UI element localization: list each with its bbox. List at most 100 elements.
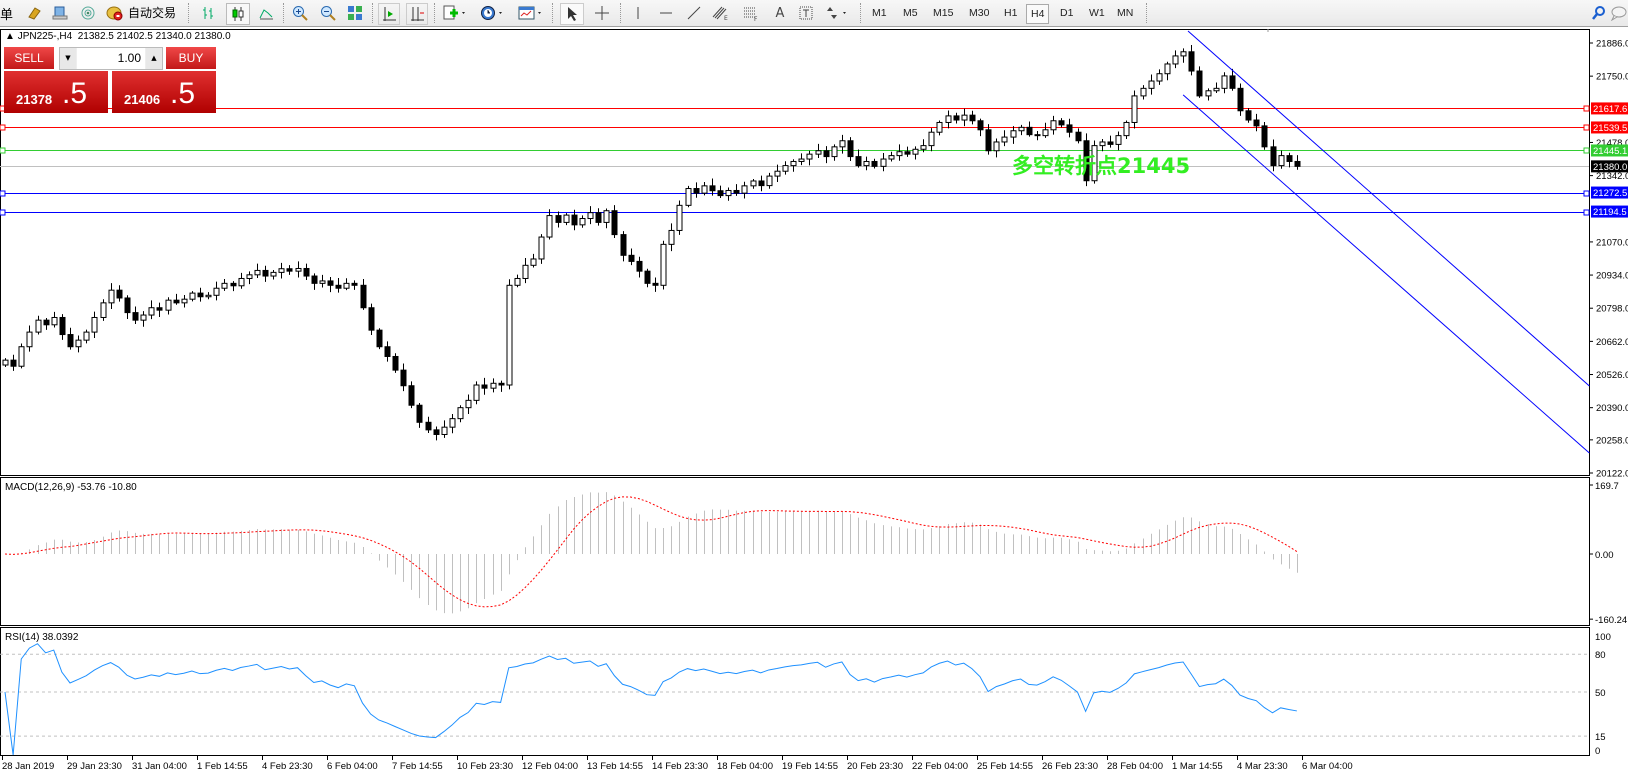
time-tick-label: 19 Feb 14:55 xyxy=(782,761,838,772)
rsi-label: RSI(14) 38.0392 xyxy=(5,632,79,643)
crosshair-icon[interactable] xyxy=(592,3,612,23)
buy-button[interactable]: BUY xyxy=(166,47,216,69)
signals-icon[interactable] xyxy=(78,3,98,23)
bull-candle xyxy=(238,277,245,287)
bull-candle xyxy=(91,316,98,333)
bull-candle xyxy=(1172,55,1179,65)
bull-candle xyxy=(319,280,326,284)
toolbar-separator xyxy=(372,3,374,23)
bear-candle xyxy=(43,319,50,326)
timeframe-m1[interactable]: M1 xyxy=(872,7,887,19)
trend-channel-line[interactable] xyxy=(1187,30,1590,387)
buy-price-button[interactable]: 21406 .5 xyxy=(112,71,216,113)
fibonacci-icon[interactable]: F xyxy=(740,3,762,23)
macd-label: MACD(12,26,9) -53.76 -10.80 xyxy=(5,482,137,493)
bull-candle xyxy=(26,331,33,348)
line-anchor-right[interactable] xyxy=(1583,105,1590,112)
bear-candle xyxy=(303,267,310,277)
line-anchor-right[interactable] xyxy=(1583,209,1590,216)
bull-candle xyxy=(1131,95,1138,123)
sell-price-button[interactable]: 21378 .5 xyxy=(4,71,108,113)
timeframe-w1[interactable]: W1 xyxy=(1089,7,1105,19)
line-anchor-left[interactable] xyxy=(0,147,6,154)
bull-candle xyxy=(295,267,302,272)
line-anchor-left[interactable] xyxy=(0,209,6,216)
indicators-icon[interactable] xyxy=(440,3,470,23)
market-watch-icon[interactable] xyxy=(24,3,44,23)
sell-button[interactable]: SELL xyxy=(4,47,54,69)
bull-candle xyxy=(945,115,952,123)
chart-shift-icon[interactable] xyxy=(406,3,428,25)
templates-icon[interactable] xyxy=(516,3,546,23)
bull-candle xyxy=(1205,90,1212,97)
price-line-label-bg xyxy=(1591,160,1628,173)
timeframe-m30[interactable]: M30 xyxy=(969,7,990,19)
equidistant-channel-icon[interactable]: E xyxy=(710,3,732,23)
timeframe-h1[interactable]: H1 xyxy=(1004,7,1018,19)
lot-size-input[interactable]: 1.00 xyxy=(77,48,145,69)
bull-candle xyxy=(181,298,188,304)
zoom-in-icon[interactable] xyxy=(290,3,310,23)
bull-candle xyxy=(148,307,155,316)
lot-size-field[interactable]: ▼ 1.00 ▲ xyxy=(59,47,163,70)
bear-candle xyxy=(384,346,391,357)
bear-candle xyxy=(871,160,878,167)
time-tick-label: 6 Mar 04:00 xyxy=(1302,761,1353,772)
autoscroll-icon[interactable] xyxy=(378,3,400,25)
price-tick-label: 20390.0 xyxy=(1596,403,1628,414)
bull-candle xyxy=(108,289,115,304)
vertical-line-icon[interactable] xyxy=(628,3,648,23)
line-anchor-left[interactable] xyxy=(0,190,6,197)
macd-panel[interactable] xyxy=(0,477,1590,626)
trend-channel-line[interactable] xyxy=(1182,94,1590,454)
lot-decrease-button[interactable]: ▼ xyxy=(60,48,76,69)
search-icon[interactable] xyxy=(1590,3,1608,23)
line-anchor-left[interactable] xyxy=(0,124,6,131)
line-anchor-right[interactable] xyxy=(1583,190,1590,197)
bar-chart-icon[interactable] xyxy=(198,3,218,23)
candlestick-icon[interactable] xyxy=(226,3,250,25)
text-icon[interactable]: A xyxy=(775,5,785,21)
bear-candle xyxy=(595,212,602,223)
arrows-icon[interactable] xyxy=(822,3,852,23)
timeframe-h4[interactable]: H4 xyxy=(1026,4,1050,24)
time-tick-label: 4 Mar 23:30 xyxy=(1237,761,1288,772)
text-label-icon[interactable] xyxy=(796,3,816,23)
toolbar-separator xyxy=(188,3,190,23)
svg-text:F: F xyxy=(754,16,758,21)
bull-candle xyxy=(928,131,935,147)
triangle-up-icon[interactable]: ▲ xyxy=(5,31,18,42)
bull-candle xyxy=(1180,51,1187,57)
time-tick-label: 26 Feb 23:30 xyxy=(1042,761,1098,772)
time-tick-label: 13 Feb 14:55 xyxy=(587,761,643,772)
timeframe-m5[interactable]: M5 xyxy=(903,7,918,19)
timeframe-mn[interactable]: MN xyxy=(1117,7,1134,19)
timeframe-d1[interactable]: D1 xyxy=(1060,7,1074,19)
line-anchor-right[interactable] xyxy=(1583,124,1590,131)
toolbar-separator xyxy=(552,3,554,23)
horizontal-line-icon[interactable] xyxy=(656,3,676,23)
line-chart-icon[interactable] xyxy=(256,3,276,23)
chat-icon[interactable] xyxy=(1610,3,1628,23)
bear-candle xyxy=(823,150,830,158)
bull-candle xyxy=(1140,87,1147,97)
auto-trading-icon[interactable] xyxy=(104,3,126,23)
bear-candle xyxy=(262,269,269,277)
timeframe-m15[interactable]: M15 xyxy=(933,7,954,19)
auto-trading-button[interactable]: 自动交易 xyxy=(128,6,177,20)
bull-candle xyxy=(51,316,58,326)
macd-tick-label: 169.7 xyxy=(1595,481,1619,492)
zoom-out-icon[interactable] xyxy=(318,3,338,23)
tile-windows-icon[interactable] xyxy=(345,3,365,23)
bear-candle xyxy=(1066,124,1073,133)
lot-increase-button[interactable]: ▲ xyxy=(146,48,162,69)
cursor-icon[interactable] xyxy=(560,3,584,25)
periods-icon[interactable] xyxy=(478,3,508,23)
main-price-panel[interactable] xyxy=(0,29,1590,476)
bull-candle xyxy=(254,269,261,276)
profile-icon[interactable] xyxy=(50,3,70,23)
line-anchor-right[interactable] xyxy=(1583,147,1590,154)
trendline-icon[interactable] xyxy=(684,3,704,23)
bear-candle xyxy=(855,156,862,167)
